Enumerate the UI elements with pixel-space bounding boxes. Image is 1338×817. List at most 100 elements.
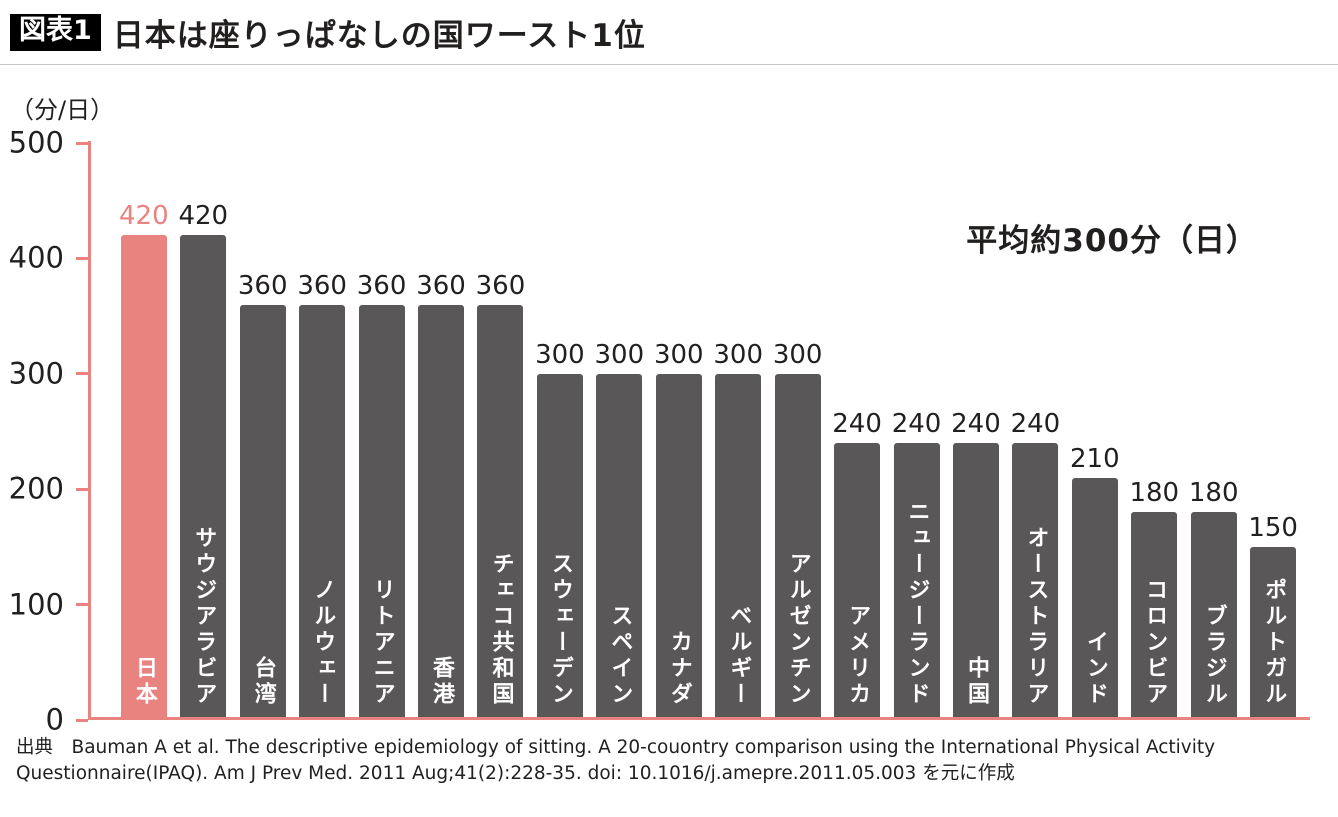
bar-item: 180 コロンビア bbox=[1129, 143, 1179, 720]
page-title: 日本は座りっぱなしの国ワースト1位 bbox=[112, 18, 646, 54]
bar-value-label: 420 bbox=[119, 201, 169, 232]
bar-country-label: アルゼンチン bbox=[785, 552, 811, 708]
y-axis-tick-label: 0 bbox=[45, 702, 64, 737]
bar: 香港 bbox=[418, 304, 464, 720]
y-axis-tick bbox=[76, 372, 88, 376]
source-citation: 出典 Bauman A et al. The descriptive epide… bbox=[16, 737, 1216, 784]
bar: ニュージーランド bbox=[893, 443, 940, 720]
bar-value-label: 300 bbox=[653, 339, 704, 370]
bar-item: 240 中国 bbox=[951, 143, 1001, 720]
bar-country-label: スペイン bbox=[607, 604, 633, 708]
bar-item: 300 アルゼンチン bbox=[772, 143, 823, 720]
bar: 中国 bbox=[952, 443, 999, 720]
bar-value-label: 360 bbox=[237, 270, 288, 301]
bar-country-label: 台湾 bbox=[250, 656, 276, 708]
bar-country-label: 日本 bbox=[131, 656, 157, 708]
bar-value-label: 240 bbox=[832, 409, 882, 440]
bar-value-label: 300 bbox=[594, 339, 645, 370]
chart: 420 日本 420 サウジアラビア 360 台湾 360 ノルウェー 360 リトアニア 360 香… bbox=[9, 128, 1310, 734]
chart-header: 図表1 日本は座りっぱなしの国ワースト1位 bbox=[0, 0, 1338, 65]
bar-item: 300 カナダ bbox=[654, 143, 704, 720]
bar-value-label: 150 bbox=[1248, 512, 1298, 543]
bar-country-label: ブラジル bbox=[1201, 604, 1227, 708]
y-axis-tick-label: 400 bbox=[8, 240, 64, 275]
y-axis-tick bbox=[76, 141, 88, 145]
bar-item: 360 台湾 bbox=[238, 143, 288, 720]
bar-item: 300 スウェーデン bbox=[535, 143, 585, 720]
bar: アルゼンチン bbox=[774, 373, 821, 720]
bar: チェコ共和国 bbox=[477, 304, 524, 720]
bar-item: 360 リトアニア bbox=[356, 143, 407, 720]
bar-value-label: 180 bbox=[1188, 478, 1239, 509]
bar-item: 300 ベルギー bbox=[713, 143, 763, 720]
y-axis-tick bbox=[76, 256, 88, 260]
bar-item: 240 ニュージーランド bbox=[891, 143, 942, 720]
bar-country-label: 香港 bbox=[429, 656, 454, 708]
bar-value-label: 210 bbox=[1070, 443, 1120, 474]
bar-country-label: アメリカ bbox=[845, 604, 871, 708]
bar-value-label: 240 bbox=[891, 409, 942, 440]
bar-country-label: スウェーデン bbox=[547, 552, 573, 708]
y-axis-tick-label: 300 bbox=[8, 356, 64, 391]
bar: オーストラリア bbox=[1012, 443, 1059, 720]
bar: コロンビア bbox=[1131, 512, 1178, 720]
bar-country-label: リトアニア bbox=[369, 578, 395, 708]
bar-item: 210 インド bbox=[1070, 143, 1120, 720]
bar-value-label: 360 bbox=[416, 270, 466, 301]
bar: リトアニア bbox=[358, 304, 405, 720]
bar-item: 150 ポルトガル bbox=[1248, 143, 1298, 720]
bar: カナダ bbox=[655, 373, 702, 720]
y-axis-tick-label: 500 bbox=[8, 125, 64, 160]
bar-highlighted: 日本 bbox=[120, 235, 167, 720]
bar-item: 240 アメリカ bbox=[832, 143, 882, 720]
bar-item: 180 ブラジル bbox=[1189, 143, 1239, 720]
bar: サウジアラビア bbox=[180, 235, 227, 720]
bar: ノルウェー bbox=[299, 304, 346, 720]
bar-value-label: 360 bbox=[297, 270, 347, 301]
bar-item: 360 香港 bbox=[416, 143, 466, 720]
bar-country-label: インド bbox=[1082, 630, 1108, 708]
bar-value-label: 360 bbox=[475, 270, 526, 301]
bar-value-label: 300 bbox=[535, 339, 585, 370]
bar-value-label: 420 bbox=[178, 201, 229, 232]
bar-country-label: ニュージーランド bbox=[904, 500, 930, 708]
bar-country-label: ベルギー bbox=[726, 604, 752, 708]
bar-country-label: カナダ bbox=[666, 630, 692, 708]
bar-item: 420 サウジアラビア bbox=[178, 143, 228, 720]
bar-country-label: オーストラリア bbox=[1023, 526, 1049, 708]
bar-value-label: 240 bbox=[1010, 409, 1061, 440]
bar: アメリカ bbox=[834, 443, 881, 720]
bar-country-label: ノルウェー bbox=[310, 578, 336, 708]
bar-country-label: コロンビア bbox=[1142, 578, 1168, 708]
bar: インド bbox=[1071, 477, 1118, 720]
y-axis-unit-label: （分/日） bbox=[10, 96, 115, 124]
bar-value-label: 240 bbox=[951, 409, 1001, 440]
y-axis-tick bbox=[76, 718, 88, 722]
bar-country-label: 中国 bbox=[963, 656, 989, 708]
bar-item: 360 チェコ共和国 bbox=[475, 143, 526, 720]
bar-item: 420 日本 bbox=[119, 143, 169, 720]
y-axis-line bbox=[88, 141, 91, 720]
x-axis-line bbox=[88, 717, 1310, 720]
bar: スペイン bbox=[596, 373, 643, 720]
bar-value-label: 300 bbox=[713, 339, 764, 370]
bar: ベルギー bbox=[715, 373, 762, 720]
y-axis-tick-label: 200 bbox=[8, 471, 64, 506]
bar: スウェーデン bbox=[536, 373, 583, 720]
y-axis-tick-label: 100 bbox=[8, 587, 64, 622]
figure-badge: 図表1 bbox=[10, 13, 101, 52]
bar-country-label: ポルトガル bbox=[1261, 578, 1287, 708]
plot-area: 420 日本 420 サウジアラビア 360 台湾 360 ノルウェー 360 リトアニア 360 香… bbox=[91, 143, 1310, 720]
bar: ブラジル bbox=[1190, 512, 1237, 720]
y-axis-tick bbox=[76, 487, 88, 491]
bar-item: 360 ノルウェー bbox=[297, 143, 347, 720]
bar-value-label: 300 bbox=[772, 339, 823, 370]
bar-country-label: サウジアラビア bbox=[191, 526, 217, 708]
bar: 台湾 bbox=[239, 304, 286, 720]
bar-item: 240 オーストラリア bbox=[1010, 143, 1061, 720]
bar-item: 300 スペイン bbox=[594, 143, 645, 720]
bar: ポルトガル bbox=[1250, 546, 1297, 720]
bar-country-label: チェコ共和国 bbox=[488, 552, 514, 708]
bar-value-label: 360 bbox=[356, 270, 407, 301]
y-axis-tick bbox=[76, 603, 88, 607]
